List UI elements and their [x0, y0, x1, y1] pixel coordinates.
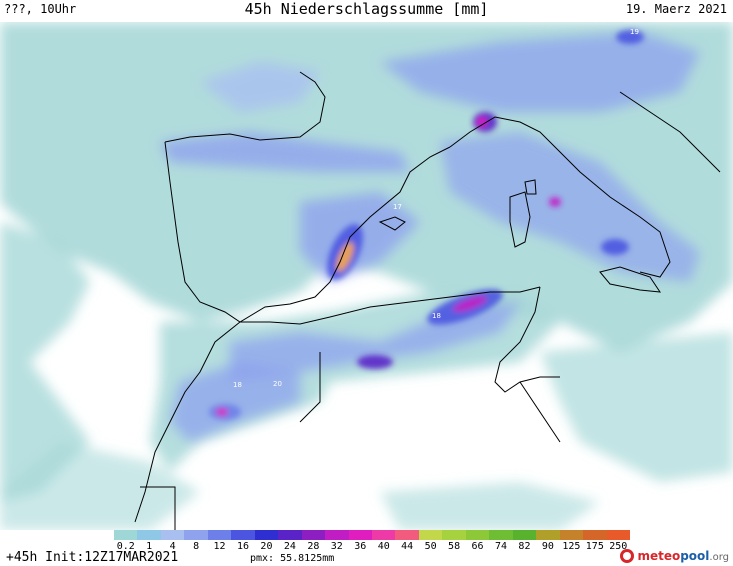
- legend-label: 32: [330, 541, 343, 552]
- header-bar: ???, 10Uhr 45h Niederschlagssumme [mm] 1…: [0, 0, 733, 22]
- legend-swatch: [231, 530, 255, 540]
- heavy-precip-layer: [209, 30, 644, 420]
- legend-swatch: [114, 530, 138, 540]
- legend-label: 74: [494, 541, 508, 552]
- contour-label: 18: [432, 312, 441, 320]
- legend-label: 250: [609, 541, 628, 552]
- forecast-run-label: +45h Init:12Z17MAR2021: [6, 550, 179, 565]
- location-time-label: ???, 10Uhr: [4, 2, 77, 16]
- legend-label: 24: [283, 541, 296, 552]
- legend-swatch: [137, 530, 161, 540]
- legend-swatch: [442, 530, 466, 540]
- legend-label: 8: [193, 541, 200, 552]
- legend-label: 66: [471, 541, 484, 552]
- contour-label: 20: [273, 380, 282, 388]
- color-scale-legend: [114, 530, 630, 540]
- legend-label: 1: [146, 541, 153, 552]
- contour-label: 18: [233, 381, 242, 389]
- legend-swatch: [489, 530, 513, 540]
- brand-logo[interactable]: meteopool.org: [620, 549, 729, 563]
- legend-swatch: [395, 530, 419, 540]
- legend-label: 12: [213, 541, 226, 552]
- legend-label: 82: [518, 541, 531, 552]
- meteopool-logo-icon: [620, 549, 635, 563]
- map-title: 45h Niederschlagssumme [mm]: [244, 0, 489, 18]
- legend-swatch: [348, 530, 372, 540]
- legend-swatch: [418, 530, 443, 540]
- legend-label: 0.2: [116, 541, 135, 552]
- legend-label: 175: [585, 541, 604, 552]
- legend-label: 44: [401, 541, 414, 552]
- legend-swatch: [465, 530, 490, 540]
- legend-label: 28: [307, 541, 320, 552]
- legend-swatch: [325, 530, 349, 540]
- legend-label: 125: [562, 541, 581, 552]
- legend-label: 16: [236, 541, 250, 552]
- legend-swatch: [184, 530, 208, 540]
- legend-swatch: [512, 530, 537, 540]
- coastlines: [134, 71, 721, 530]
- legend-label: 40: [377, 541, 390, 552]
- legend-swatch: [301, 530, 326, 540]
- precipitation-map: 19 17 18 18 20: [0, 22, 733, 530]
- legend-label: 58: [448, 541, 461, 552]
- legend-label: 20: [260, 541, 273, 552]
- legend-swatch: [254, 530, 279, 540]
- legend-swatch: [160, 530, 185, 540]
- max-precip-label: pmx: 55.8125mm: [250, 553, 335, 564]
- valid-date-label: 19. Maerz 2021: [625, 2, 727, 16]
- contour-labels: 19 17 18 18 20: [233, 28, 639, 389]
- legend-label: 90: [541, 541, 554, 552]
- legend-swatch: [207, 530, 232, 540]
- legend-swatch: [371, 530, 396, 540]
- legend-swatch: [559, 530, 584, 540]
- contour-label: 17: [393, 203, 402, 211]
- contour-label: 19: [630, 28, 639, 36]
- color-scale-labels: 0.2 1 4 8 12 16 20 24 28 32 36 40 44 50 58 66 74 82 90 125 1…: [0, 541, 733, 553]
- legend-swatch: [536, 530, 560, 540]
- legend-swatch: [583, 530, 607, 540]
- legend-label: 36: [354, 541, 367, 552]
- legend-label: 50: [424, 541, 437, 552]
- legend-label: 4: [169, 541, 176, 552]
- legend-swatch: [606, 530, 630, 540]
- map-canvas: 19 17 18 18 20: [0, 22, 733, 530]
- legend-swatch: [278, 530, 302, 540]
